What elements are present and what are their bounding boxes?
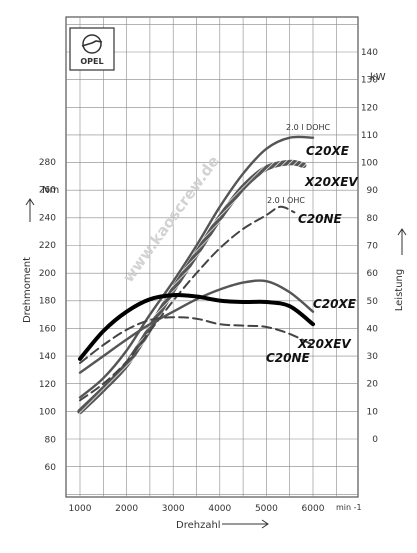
opel-ring-icon bbox=[82, 34, 102, 54]
x-tick-label: 6000 bbox=[302, 504, 325, 514]
logo-text: OPEL bbox=[80, 57, 103, 66]
right-tick-label: 140 bbox=[361, 48, 378, 58]
right-axis-title: Leistung bbox=[394, 269, 405, 311]
left-axis-title: Drehmoment bbox=[22, 257, 33, 323]
label-c20xe-power: C20XE bbox=[306, 144, 350, 158]
x-tick-label: 1000 bbox=[69, 504, 92, 514]
x-axis-ticks: 1000 2000 3000 4000 5000 6000 bbox=[69, 504, 325, 514]
right-tick-label: 130 bbox=[361, 76, 378, 86]
chart-curves bbox=[77, 135, 315, 415]
left-tick-label: 200 bbox=[39, 269, 56, 279]
left-tick-label: 220 bbox=[39, 241, 56, 251]
x-axis-unit: min -1 bbox=[336, 503, 362, 512]
label-c20ne-torque: C20NE bbox=[266, 351, 311, 365]
left-tick-label: 240 bbox=[39, 213, 56, 223]
x-tick-label: 4000 bbox=[208, 504, 231, 514]
label-c20xe-torque: C20XE bbox=[313, 297, 357, 311]
left-axis-unit: Nm bbox=[42, 185, 59, 196]
annotation-dohc: 2.0 l DOHC bbox=[286, 123, 331, 132]
series-c20xe-power bbox=[78, 135, 315, 399]
left-tick-label: 180 bbox=[39, 297, 56, 307]
left-tick-label: 140 bbox=[39, 352, 56, 362]
left-tick-label: 80 bbox=[45, 435, 57, 445]
right-tick-label: 30 bbox=[367, 352, 379, 362]
left-tick-label: 100 bbox=[39, 408, 56, 418]
series-c20ne-power bbox=[79, 205, 296, 402]
right-tick-label: 110 bbox=[361, 131, 378, 141]
right-tick-label: 120 bbox=[361, 103, 378, 113]
watermark-text: www.kaoscrew.de bbox=[119, 152, 223, 285]
left-tick-label: 260 bbox=[39, 186, 56, 196]
right-tick-label: 50 bbox=[367, 297, 379, 307]
right-tick-label: 60 bbox=[367, 269, 379, 279]
x-axis-title: Drehzahl bbox=[176, 520, 221, 531]
right-axis-unit: kW bbox=[370, 72, 386, 83]
opel-logo: OPEL bbox=[69, 27, 115, 71]
right-axis-arrow-icon bbox=[397, 228, 407, 255]
label-x20xev-power: X20XEV bbox=[304, 175, 359, 189]
x-tick-label: 2000 bbox=[115, 504, 138, 514]
series-c20xe-torque bbox=[78, 279, 315, 374]
left-tick-label: 280 bbox=[39, 158, 56, 168]
right-tick-label: 10 bbox=[367, 407, 379, 417]
x-axis-arrow-icon bbox=[222, 519, 269, 529]
x-tick-label: 5000 bbox=[255, 504, 278, 514]
right-tick-label: 0 bbox=[372, 435, 378, 445]
annotation-ohc: 2.0 l OHC bbox=[267, 196, 305, 205]
series-x20xev-torque bbox=[78, 292, 315, 361]
right-tick-label: 20 bbox=[367, 380, 379, 390]
opel-bolt-icon bbox=[81, 40, 103, 47]
left-axis-arrow-icon bbox=[25, 198, 35, 222]
left-tick-label: 60 bbox=[45, 463, 57, 473]
right-tick-label: 70 bbox=[367, 242, 379, 252]
x-tick-label: 3000 bbox=[162, 504, 185, 514]
right-tick-label: 80 bbox=[367, 214, 379, 224]
series-c20ne-torque bbox=[79, 316, 314, 364]
right-axis-ticks: 0 10 20 30 40 50 60 70 80 90 100 110 120 130 140 bbox=[361, 48, 378, 445]
plot-frame bbox=[65, 16, 359, 498]
right-tick-label: 40 bbox=[367, 324, 379, 334]
left-tick-label: 160 bbox=[39, 324, 56, 334]
right-tick-label: 100 bbox=[361, 159, 378, 169]
series-x20xev-power bbox=[77, 159, 307, 415]
label-x20xev-torque: X20XEV bbox=[297, 337, 352, 351]
right-tick-label: 90 bbox=[367, 186, 379, 196]
left-tick-label: 120 bbox=[39, 380, 56, 390]
left-axis-ticks: 60 80 100 120 140 160 180 200 220 240 260 280 bbox=[39, 158, 56, 473]
label-c20ne-power: C20NE bbox=[298, 212, 343, 226]
